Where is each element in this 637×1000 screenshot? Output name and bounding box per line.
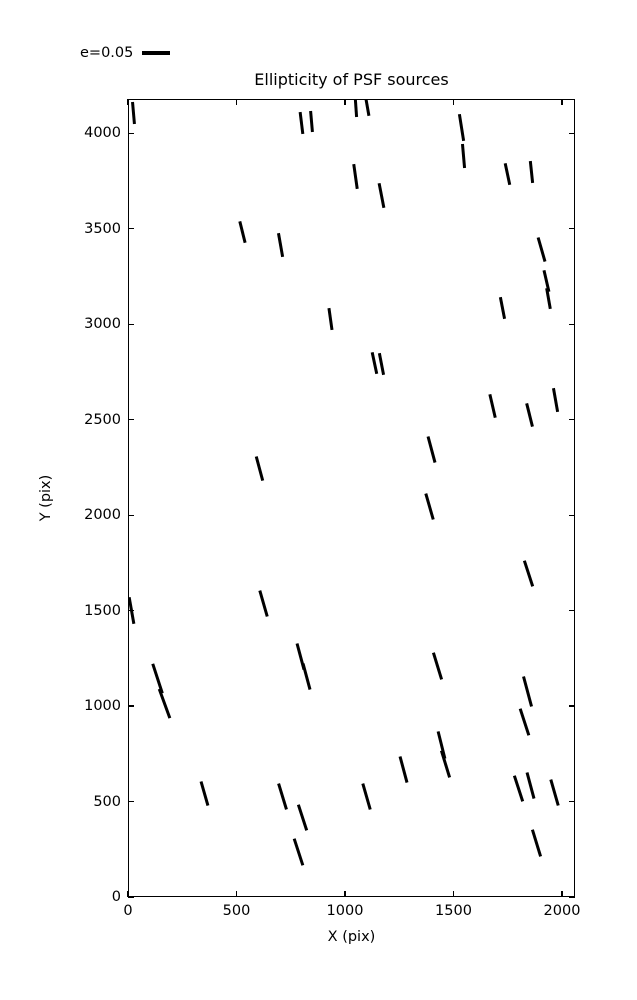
x-axis-tick-label: 1000 [326,903,364,919]
y-axis-tick-label: 2500 [84,411,121,428]
whisker-segment [460,143,466,168]
y-axis-tick-label: 3500 [84,220,121,237]
whisker-segment [545,287,553,310]
x-axis-tick-top [452,99,455,105]
y-axis-tick [128,609,134,612]
whisker-segment [512,774,525,802]
whisker-segment [370,352,379,375]
whisker-segment [130,102,136,125]
whisker-segment [308,110,314,132]
whisker-segment [426,435,437,463]
y-axis-tick [128,419,134,421]
y-axis-tick-label: 1000 [84,697,121,714]
whisker-segment [199,781,210,807]
whisker-segment [528,161,535,184]
y-axis-tick-right [569,323,575,325]
x-axis-tick-top [127,99,129,105]
whisker-segment [524,403,534,427]
whisker-segment [301,663,312,690]
y-axis-tick-right [569,514,575,516]
whisker-segment [277,233,285,257]
whisker-segment [498,296,506,320]
y-axis-tick-right [569,132,575,134]
whisker-segment [362,100,371,116]
whisker-segment [521,676,533,708]
x-axis-label: X (pix) [327,929,376,945]
plot-axes-area [128,99,575,897]
whisker-segment [158,688,172,719]
whisker-segment [536,236,547,262]
whisker-segment [352,163,360,190]
y-axis-tick-right [569,896,575,898]
horizontal-line-segment-icon [142,51,171,56]
y-axis-tick [128,800,134,803]
whisker-segment [531,828,543,857]
whisker-segment [238,220,248,243]
y-axis-tick-label: 0 [111,888,121,905]
legend-ellipticity-key: e=0.05 [80,45,171,61]
x-axis-tick [127,891,129,897]
whisker-segment [353,100,359,117]
y-axis-label: Y (pix) [37,474,54,522]
whisker-segment [503,163,512,186]
x-axis-tick-top [561,99,563,105]
x-axis-tick [344,891,346,897]
whisker-segment [525,771,536,799]
x-axis-tick-label: 0 [123,903,133,919]
whisker-segment [549,778,560,806]
x-axis-tick [235,891,238,897]
y-axis-tick [128,514,134,516]
x-axis-tick-top [344,99,346,105]
whisker-segment [488,393,497,418]
x-axis-tick-top [235,99,238,105]
whisker-segment [292,838,305,866]
legend-label: e=0.05 [80,45,134,61]
y-axis-tick-label: 2000 [84,506,121,523]
whisker-segment [522,560,534,587]
y-axis-tick [128,705,134,707]
page-title: Ellipticity of PSF sources [254,70,449,89]
whisker-segment [458,114,466,142]
whisker-segment [398,755,409,783]
y-axis-tick-right [569,705,575,707]
y-axis-tick-right [569,609,575,612]
whisker-segment [378,353,386,376]
whisker-segment [424,493,435,520]
y-axis-tick [128,228,134,230]
whisker-segment [327,308,334,331]
y-axis-tick-label: 3000 [84,316,121,333]
y-axis-tick-right [569,800,575,803]
y-axis-tick-label: 500 [93,793,121,810]
y-axis-tick [128,896,134,898]
whisker-segment [551,387,559,412]
x-axis-tick-label: 500 [222,903,251,919]
whisker-segment [258,589,269,617]
y-axis-tick [128,132,134,134]
whisker-segment [431,652,443,680]
x-axis-tick [561,891,563,897]
whisker-segment [377,182,386,209]
y-axis-tick-label: 4000 [84,125,121,142]
whisker-segment [519,708,531,737]
whisker-segment [296,804,309,832]
x-axis-tick-label: 2000 [543,903,581,919]
whisker-segment [298,111,305,135]
whisker-segment [254,455,264,482]
y-axis-tick-label: 1500 [84,602,121,619]
whisker-segment [277,783,289,811]
whisker-segment [361,783,372,811]
y-axis-tick [128,323,134,325]
x-axis-tick [452,891,455,897]
y-axis-tick-right [569,419,575,421]
y-axis-tick-right [569,228,575,230]
x-axis-tick-label: 1500 [435,903,472,919]
